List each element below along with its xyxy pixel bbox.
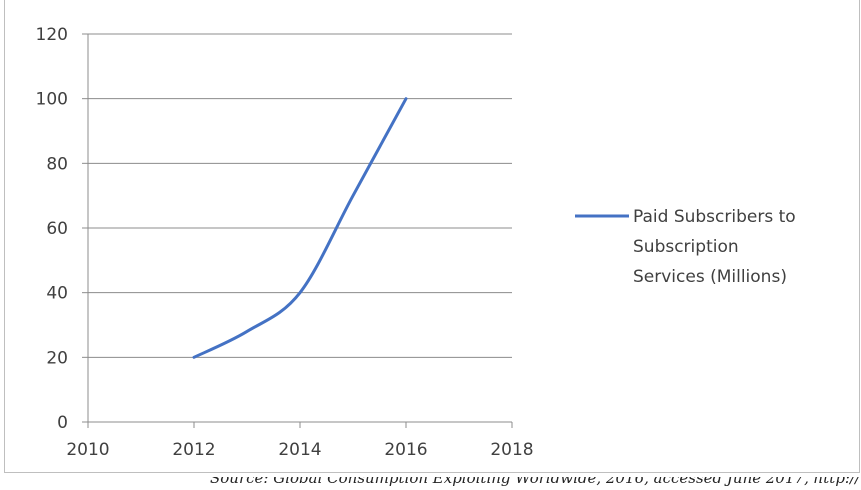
gridlines	[88, 33, 512, 358]
source-footnote: Source: Global Consumption Exploiting Wo…	[210, 471, 861, 487]
legend-label-line: Subscription	[633, 237, 739, 257]
series-group	[192, 97, 408, 359]
y-tick-label: 100	[36, 90, 68, 110]
x-tick-label: 2010	[66, 440, 109, 460]
x-tick-label: 2018	[490, 440, 533, 460]
x-tick-label: 2014	[278, 440, 321, 460]
x-tick-label: 2016	[384, 440, 427, 460]
y-tick-label: 120	[36, 25, 68, 45]
legend-label-line: Paid Subscribers to	[633, 207, 796, 227]
y-tick-label: 20	[46, 348, 68, 368]
line-chart: 0 20 40 60 80 100 120 2010 2012 2014 2016 2018 Pai…	[36, 25, 796, 460]
y-tick-label: 60	[46, 219, 68, 239]
y-tick-label: 80	[46, 154, 68, 174]
x-axis-ticks: 2010 2012 2014 2016 2018	[66, 422, 534, 460]
legend-label-line: Services (Millions)	[633, 267, 787, 287]
series-line-0	[192, 97, 408, 359]
y-axis-ticks: 0 20 40 60 80 100 120	[36, 25, 88, 433]
x-tick-label: 2012	[172, 440, 215, 460]
y-tick-label: 0	[57, 413, 68, 433]
legend: Paid Subscribers to Subscription Services …	[575, 207, 796, 287]
y-tick-label: 40	[46, 284, 68, 304]
chart-frame	[4, 0, 860, 473]
